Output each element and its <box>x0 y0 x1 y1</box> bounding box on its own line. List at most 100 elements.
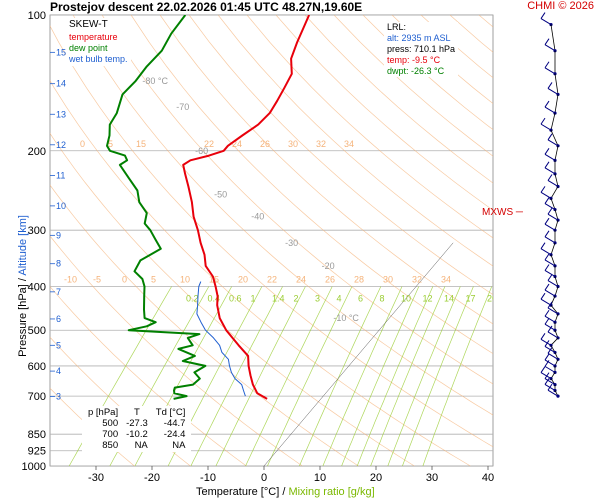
dry-adiabat-line <box>188 15 493 296</box>
wind-barb-dot <box>553 158 557 162</box>
dry-adiabat-label: 24 <box>296 275 306 285</box>
table-row: 500 -27.3 -44.7 <box>84 418 189 429</box>
dry-adiabat-line <box>130 15 493 355</box>
series-layer <box>106 15 311 400</box>
wind-barb <box>544 270 556 277</box>
levels-cell: 850 <box>102 440 119 451</box>
pressure-tick-label: 400 <box>28 282 46 294</box>
x-tick-label: -30 <box>88 472 104 484</box>
dry-adiabat-line <box>101 15 493 385</box>
wind-profile-line <box>550 304 559 315</box>
wind-barb <box>547 180 559 187</box>
mixing-ratio-line <box>215 286 306 466</box>
dry-adiabat-label: 15 <box>136 139 146 149</box>
wind-barb <box>544 67 556 75</box>
wind-barb-dot <box>553 241 557 245</box>
y-axis-label-alt: Altitude [km] <box>16 215 29 276</box>
mixing-ratio-label: 3 <box>315 294 320 304</box>
wind-barb <box>547 213 559 221</box>
wind-profile-line <box>554 276 559 287</box>
mixing-ratio-line <box>402 286 474 466</box>
wind-barb-feather <box>544 217 550 225</box>
wind-barb-feather <box>540 117 546 125</box>
x-axis-label-sep: / <box>279 486 289 498</box>
wind-profile-line <box>550 198 556 210</box>
altitude-tick-label: 9 <box>56 230 61 240</box>
copyright-label: CHMI © 2026 <box>527 0 594 12</box>
mixing-ratio-label: 2 <box>294 294 299 304</box>
mixing-ratio-line <box>387 286 461 466</box>
wind-profile-line <box>554 209 559 221</box>
dry-adiabat-line <box>246 15 493 239</box>
levels-cell: 500 <box>102 418 119 429</box>
wind-barb <box>540 123 552 131</box>
dry-adiabat-label: 22 <box>267 275 277 285</box>
dry-adiabat-label: 34 <box>344 139 354 149</box>
mixing-ratio-line <box>356 286 434 466</box>
levels-cell: NA <box>134 440 148 451</box>
wind-barb-feather <box>544 148 550 155</box>
dry-adiabat-line <box>50 79 471 466</box>
wind-profile-line <box>550 254 556 267</box>
dry-adiabat-label: 26 <box>325 275 335 285</box>
wind-barb-feather <box>544 378 550 385</box>
lrl-alt: alt: 2935 m ASL <box>387 33 451 43</box>
mixing-ratio-line <box>341 286 420 466</box>
mixing-ratio-label: 6 <box>358 294 363 304</box>
wind-barb-feather <box>544 230 550 238</box>
dry-adiabat-label: 28 <box>354 275 364 285</box>
wind-barb-feather <box>547 207 553 215</box>
series-line-dew-point <box>106 15 207 400</box>
wind-barb <box>540 298 552 306</box>
levels-cell: -27.3 <box>126 418 148 429</box>
wind-barb <box>544 323 556 331</box>
mixing-ratio-line <box>370 286 446 466</box>
y-axis-label: Pressure [hPa] / Altitude [km] <box>17 215 29 357</box>
wind-barbs <box>540 12 560 398</box>
wind-barb <box>547 352 559 360</box>
pressure-tick-label: 300 <box>28 225 46 237</box>
levels-header-td: Td [°C] <box>155 407 186 418</box>
altitude-tick-label: 15 <box>56 47 66 57</box>
wind-barb-feather <box>544 38 550 45</box>
x-axis-label: Temperature [°C] / Mixing ratio [g/kg] <box>196 486 375 498</box>
wind-profile-line <box>550 337 559 346</box>
wind-barb-feather <box>544 340 550 347</box>
x-tick-label: 30 <box>426 472 438 484</box>
dry-adiabat-label: -10 <box>64 275 77 285</box>
dry-adiabat-label: 22 <box>204 139 214 149</box>
dry-adiabat-label: 32 <box>316 139 326 149</box>
wind-barb-dot <box>553 207 557 212</box>
wind-barb <box>544 365 556 373</box>
wind-barb-feather <box>540 186 546 193</box>
wind-barb-feather <box>544 197 550 204</box>
mixing-ratio-line <box>190 286 283 466</box>
wind-barb-dot <box>556 394 560 398</box>
dry-adiabat-label: 26 <box>260 139 270 149</box>
levels-table: p [hPa] T Td [°C] 500 -27.3 -44.7 700 -1… <box>82 406 192 452</box>
wind-barb <box>544 359 556 367</box>
wind-barb <box>544 259 556 267</box>
pressure-tick-label: 1000 <box>22 461 46 473</box>
wind-profile-line <box>550 129 559 146</box>
wind-barb-feather <box>547 82 553 89</box>
lrl-dwpt: dwpt: -26.3 °C <box>387 66 445 76</box>
isotherm-label: -30 <box>285 238 298 248</box>
x-tick-label: -20 <box>144 472 160 484</box>
dry-adiabat-line <box>478 15 493 28</box>
wind-profile-line <box>554 94 559 114</box>
x-tick-label: 0 <box>261 472 267 484</box>
wind-barb <box>547 307 559 315</box>
isotherm-label: -10 °C <box>333 313 359 323</box>
mixing-ratio-line <box>299 286 382 466</box>
wind-barb-dot <box>549 196 553 200</box>
wind-barb-dot <box>556 218 560 222</box>
isotherm-zero-line <box>263 242 454 466</box>
chart-title: Prostejov descent 22.02.2026 01:45 UTC 4… <box>50 0 363 14</box>
wind-barb-feather <box>540 366 546 373</box>
lrl-press: press: 710.1 hPa <box>387 44 456 54</box>
altitude-tick-label: 3 <box>56 391 61 401</box>
legend-item-wetbulb: wet bulb temp. <box>69 54 128 64</box>
mixing-ratio-label: 8 <box>380 294 385 304</box>
wind-barb-feather <box>544 100 550 108</box>
